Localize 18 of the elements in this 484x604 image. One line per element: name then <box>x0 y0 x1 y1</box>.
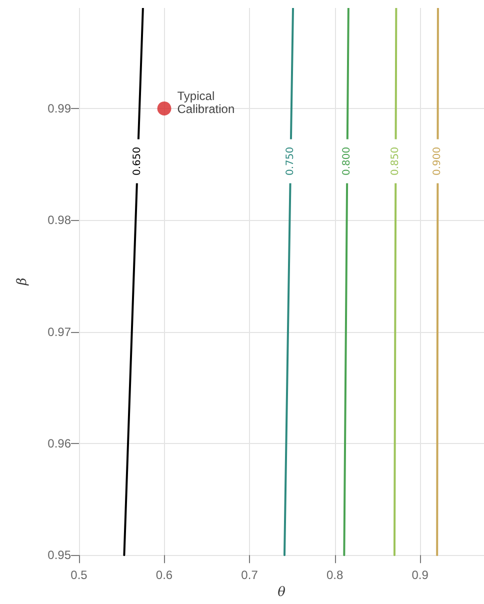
x-tick-label: 0.9 <box>412 568 429 582</box>
text: 0.850 <box>390 146 402 176</box>
y-tick-label: 0.95 <box>48 548 72 562</box>
x-axis-title: θ <box>278 585 286 600</box>
x-tick-label: 0.6 <box>156 568 173 582</box>
y-tick-label: 0.97 <box>48 324 72 339</box>
text: 0.900 <box>432 146 444 176</box>
x-tick-label: 0.7 <box>241 568 258 582</box>
y-tick-label: 0.96 <box>48 436 72 450</box>
y-tick-label: 0.99 <box>48 101 72 116</box>
x-tick-label: 0.5 <box>70 568 88 582</box>
y-axis-title: β <box>15 278 30 286</box>
annotation: Typical Calibration <box>177 88 235 116</box>
x-tick-label: 0.8 <box>326 568 344 582</box>
text: 0.650 <box>132 146 144 176</box>
y-tick-label: 0.98 <box>48 213 72 228</box>
text: 0.800 <box>342 146 353 176</box>
text: 0.750 <box>285 146 296 176</box>
